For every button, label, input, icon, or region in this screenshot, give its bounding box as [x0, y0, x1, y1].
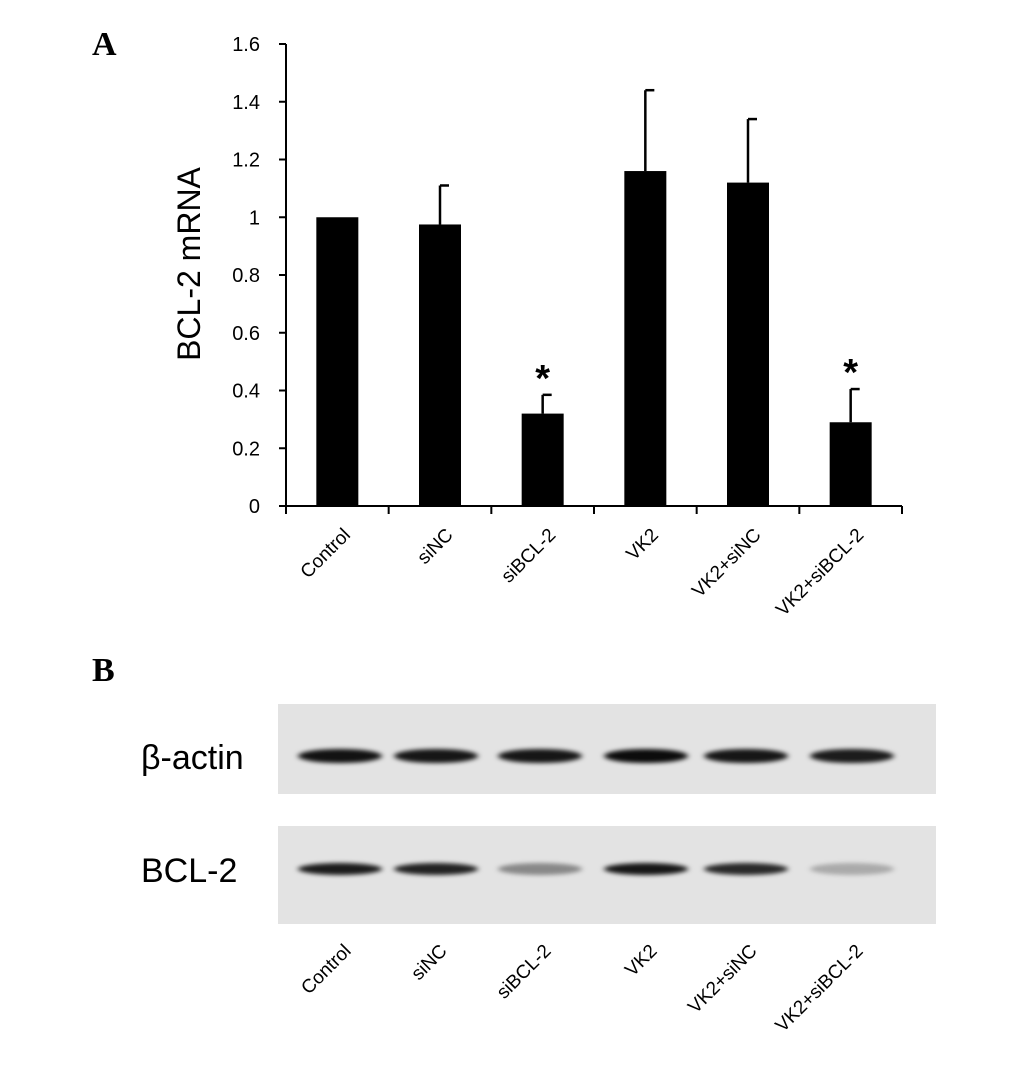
bar-2: [521, 413, 564, 506]
y-tick-label-8: 1.6: [232, 34, 260, 56]
bar-5: [829, 422, 872, 506]
band-1-1: [394, 863, 478, 875]
lane-label-2: siBCL-2: [493, 941, 556, 1004]
x-tick-label-2: siBCL-2: [498, 525, 561, 588]
band-0-4: [704, 749, 788, 763]
x-tick-label-4: VK2+siNC: [688, 525, 765, 602]
blot-row-label-1: BCL-2: [141, 852, 237, 890]
blot-strip-0: [278, 704, 936, 794]
y-tick-label-5: 1: [249, 207, 260, 229]
significance-mark-2: *: [535, 358, 550, 400]
y-tick-label-3: 0.6: [232, 323, 260, 345]
band-0-5: [810, 749, 894, 763]
chart-marks: * * 0 0.2 0.4 0.6 0.8 1 1.2 1.4 1.6 Control siNC siBC…: [232, 34, 903, 621]
band-0-0: [298, 749, 382, 763]
band-1-2: [498, 863, 582, 875]
band-0-3: [604, 749, 688, 763]
y-tick-label-4: 0.8: [232, 265, 260, 287]
bar-chart: BCL-2 mRNA * * 0 0.2 0.4 0.6 0.8 1 1.2 1.4 1.6 Cont…: [171, 34, 903, 621]
blot-strip-1: [278, 826, 936, 924]
y-tick-label-2: 0.4: [232, 381, 260, 403]
band-1-4: [704, 863, 788, 875]
y-tick-label-6: 1.2: [232, 150, 260, 172]
lane-label-4: VK2+siNC: [684, 941, 761, 1018]
band-1-5: [810, 863, 894, 875]
panel-a-letter: A: [92, 26, 117, 63]
panel-b-letter: B: [92, 652, 115, 689]
lane-label-3: VK2: [621, 941, 661, 981]
bar-3: [624, 171, 667, 507]
band-1-0: [298, 863, 382, 875]
bar-4: [727, 182, 769, 506]
y-tick-label-1: 0.2: [232, 438, 260, 460]
band-0-1: [394, 749, 478, 763]
band-0-2: [498, 749, 582, 763]
x-tick-label-1: siNC: [414, 525, 458, 569]
bar-0: [316, 217, 359, 506]
bar-1: [419, 224, 461, 506]
x-tick-label-0: Control: [297, 525, 355, 583]
x-tick-label-5: VK2+siBCL-2: [772, 525, 868, 621]
lane-label-1: siNC: [408, 941, 452, 985]
x-tick-label-3: VK2: [623, 525, 663, 565]
lane-label-0: Control: [297, 941, 355, 999]
y-axis-title: BCL-2 mRNA: [171, 166, 207, 360]
y-tick-label-0: 0: [249, 496, 260, 518]
band-1-3: [604, 863, 688, 875]
significance-mark-5: *: [843, 352, 858, 394]
lane-label-5: VK2+siBCL-2: [772, 941, 868, 1037]
y-tick-label-7: 1.4: [232, 92, 260, 114]
blot-row-label-0: β-actin: [141, 739, 244, 777]
western-blot: β-actin BCL-2 Control siNC siBCL-2 VK2 VK2+siN…: [141, 704, 936, 1037]
